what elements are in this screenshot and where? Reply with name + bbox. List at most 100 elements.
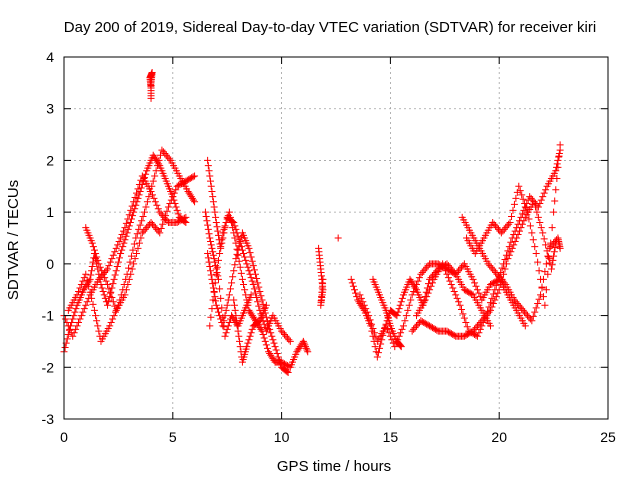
data-point <box>537 275 545 283</box>
data-point <box>204 156 212 164</box>
data-point <box>533 208 541 216</box>
data-point <box>420 267 428 275</box>
data-point <box>229 218 237 226</box>
data-point <box>130 208 138 216</box>
data-point <box>420 318 428 326</box>
data-point <box>167 196 175 204</box>
data-point <box>486 281 494 289</box>
data-point <box>421 319 429 327</box>
data-point <box>191 198 199 206</box>
data-point <box>133 230 141 238</box>
data-point <box>547 239 555 247</box>
data-point <box>536 200 544 208</box>
data-point <box>527 194 535 202</box>
data-point <box>482 312 490 320</box>
data-point <box>169 193 177 201</box>
data-point <box>497 229 505 237</box>
data-point <box>203 217 211 225</box>
data-point <box>455 267 463 275</box>
data-point <box>257 292 265 300</box>
data-point <box>431 325 439 333</box>
data-point <box>224 322 232 330</box>
data-point <box>302 344 310 352</box>
data-point <box>513 300 521 308</box>
data-point <box>139 212 147 220</box>
data-point <box>553 175 561 183</box>
x-axis-label: GPS time / hours <box>277 458 391 475</box>
x-tick-label: 25 <box>600 429 616 445</box>
axis-ticks: 0 5 10 15 20 25 -3 -2 -1 0 1 2 3 4 <box>42 49 616 445</box>
data-point <box>534 300 542 308</box>
data-point <box>108 284 116 292</box>
data-point <box>243 260 251 268</box>
data-point <box>125 211 133 219</box>
data-point <box>548 261 556 269</box>
data-point <box>418 318 426 326</box>
data-point <box>179 179 187 187</box>
data-point <box>209 296 217 304</box>
data-point <box>421 265 429 273</box>
data-point <box>249 262 257 270</box>
data-point <box>217 243 225 251</box>
data-point <box>104 265 112 273</box>
data-point <box>531 308 539 316</box>
data-point <box>128 265 136 273</box>
data-point <box>234 232 242 240</box>
data-point <box>554 156 562 164</box>
data-point <box>446 277 454 285</box>
data-point <box>87 271 95 279</box>
data-point <box>245 336 253 344</box>
data-point <box>135 239 143 247</box>
data-point <box>209 198 217 206</box>
data-point <box>121 291 129 299</box>
y-axis-label: SDTVAR / TECUs <box>5 180 22 300</box>
data-point <box>161 150 169 158</box>
data-point <box>532 250 540 258</box>
data-point <box>229 273 237 281</box>
data-point <box>159 148 167 156</box>
data-point <box>122 219 130 227</box>
data-point <box>488 294 496 302</box>
data-point <box>398 294 406 302</box>
data-point <box>549 256 557 264</box>
data-point <box>476 325 484 333</box>
data-point <box>152 167 160 175</box>
data-point <box>131 255 139 263</box>
data-point <box>282 332 290 340</box>
data-point <box>104 281 112 289</box>
data-point <box>529 236 537 244</box>
data-point <box>111 271 119 279</box>
data-point <box>110 312 118 320</box>
data-point <box>115 237 123 245</box>
data-point <box>534 203 542 211</box>
data-point <box>462 318 470 326</box>
data-point <box>127 252 135 260</box>
x-tick-label: 10 <box>274 429 290 445</box>
data-point <box>245 267 253 275</box>
data-point <box>246 332 254 340</box>
data-point <box>273 349 281 357</box>
data-point <box>211 279 219 287</box>
data-point <box>255 283 263 291</box>
data-point <box>225 208 233 216</box>
data-point <box>521 203 529 211</box>
data-point <box>426 322 434 330</box>
data-point <box>125 264 133 272</box>
data-point <box>394 308 402 316</box>
data-point <box>302 343 310 351</box>
data-point <box>98 284 106 292</box>
y-tick-label: -2 <box>42 359 55 375</box>
y-tick-label: 3 <box>46 101 54 117</box>
data-point <box>286 337 294 345</box>
data-point <box>535 267 543 275</box>
data-point <box>299 337 307 345</box>
data-point <box>499 277 507 285</box>
plot-frame <box>63 56 609 420</box>
data-point <box>523 312 531 320</box>
data-point <box>80 305 88 313</box>
data-point <box>534 213 542 221</box>
data-point <box>427 274 435 282</box>
data-point <box>172 186 180 194</box>
data-point <box>430 325 438 332</box>
data-point <box>247 291 255 299</box>
